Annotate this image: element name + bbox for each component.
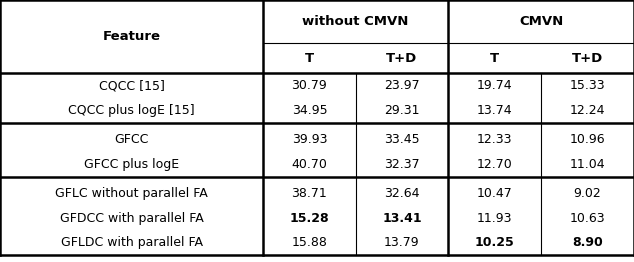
- Text: CQCC plus logE [15]: CQCC plus logE [15]: [68, 104, 195, 117]
- Text: 30.79: 30.79: [292, 79, 327, 92]
- Text: 10.25: 10.25: [475, 236, 514, 249]
- Text: GFCC plus logE: GFCC plus logE: [84, 158, 179, 171]
- Text: 12.24: 12.24: [570, 104, 605, 117]
- Text: 39.93: 39.93: [292, 133, 327, 146]
- Text: 40.70: 40.70: [292, 158, 327, 171]
- Text: T+D: T+D: [386, 52, 418, 65]
- Text: GFLC without parallel FA: GFLC without parallel FA: [55, 187, 208, 200]
- Text: T+D: T+D: [572, 52, 603, 65]
- Text: GFLDC with parallel FA: GFLDC with parallel FA: [61, 236, 202, 249]
- Text: 15.88: 15.88: [292, 236, 327, 249]
- Text: 11.04: 11.04: [569, 158, 605, 171]
- Text: 13.41: 13.41: [382, 212, 422, 225]
- Text: GFDCC with parallel FA: GFDCC with parallel FA: [60, 212, 204, 225]
- Text: 11.93: 11.93: [477, 212, 512, 225]
- Text: CQCC [15]: CQCC [15]: [99, 79, 164, 92]
- Text: 19.74: 19.74: [477, 79, 512, 92]
- Text: T: T: [305, 52, 314, 65]
- Text: 12.33: 12.33: [477, 133, 512, 146]
- Text: 38.71: 38.71: [292, 187, 327, 200]
- Text: 9.02: 9.02: [574, 187, 601, 200]
- Text: 15.33: 15.33: [569, 79, 605, 92]
- Text: 32.64: 32.64: [384, 187, 420, 200]
- Text: Feature: Feature: [103, 30, 160, 43]
- Text: 29.31: 29.31: [384, 104, 420, 117]
- Text: 12.70: 12.70: [477, 158, 512, 171]
- Text: without CMVN: without CMVN: [302, 15, 409, 28]
- Text: 15.28: 15.28: [290, 212, 329, 225]
- Text: 8.90: 8.90: [572, 236, 603, 249]
- Text: 34.95: 34.95: [292, 104, 327, 117]
- Text: 10.47: 10.47: [477, 187, 512, 200]
- Text: 10.96: 10.96: [569, 133, 605, 146]
- Text: 33.45: 33.45: [384, 133, 420, 146]
- Text: CMVN: CMVN: [519, 15, 563, 28]
- Text: 13.74: 13.74: [477, 104, 512, 117]
- Text: 13.79: 13.79: [384, 236, 420, 249]
- Text: GFCC: GFCC: [114, 133, 149, 146]
- Text: 23.97: 23.97: [384, 79, 420, 92]
- Text: 32.37: 32.37: [384, 158, 420, 171]
- Text: 10.63: 10.63: [569, 212, 605, 225]
- Text: T: T: [490, 52, 499, 65]
